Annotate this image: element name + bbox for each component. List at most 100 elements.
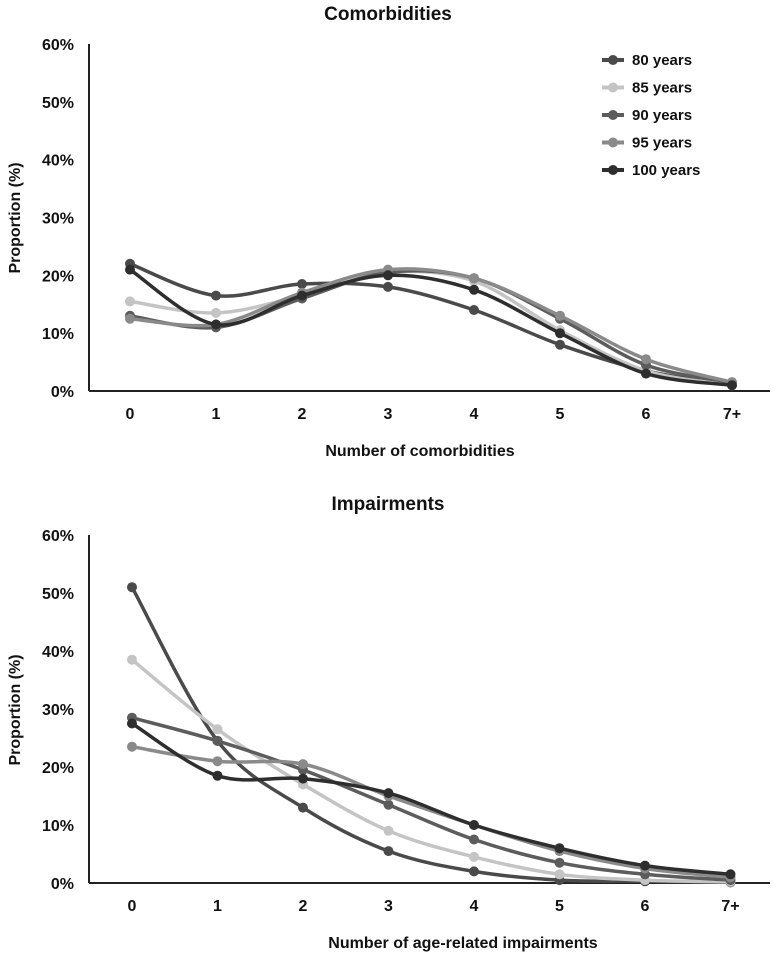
x-tick-label: 1 (213, 898, 222, 915)
data-point (641, 368, 651, 379)
y-tick-labels: 0% 10% 20% 30% 40% 50% 60% (42, 37, 74, 401)
x-tick-label: 7+ (723, 406, 741, 423)
x-tick-labels: 0 1 2 3 4 5 6 7+ (128, 898, 740, 915)
y-tick-label: 30% (42, 702, 74, 719)
data-point (383, 846, 394, 857)
x-tick-label: 0 (126, 406, 135, 423)
data-point (554, 869, 565, 880)
legend: 80 years 85 years 90 years 95 years 100 … (602, 52, 700, 179)
impairments-chart: Impairments Proportion (%) Number of age… (7, 494, 770, 952)
data-point (725, 869, 736, 880)
data-point (469, 820, 479, 830)
y-tick-label: 0% (51, 876, 74, 893)
x-axis-title: Number of comorbidities (325, 443, 514, 460)
legend-label: 100 years (632, 162, 700, 179)
x-tick-label: 2 (298, 406, 307, 423)
legend-swatch-marker (608, 82, 618, 93)
data-point (297, 290, 307, 301)
x-tick-label: 5 (555, 898, 564, 915)
data-point (125, 313, 135, 324)
legend-label: 95 years (632, 135, 692, 152)
series-line (130, 585, 733, 885)
y-tick-labels: 0% 10% 20% 30% 40% 50% 60% (42, 528, 74, 893)
data-point (641, 354, 651, 365)
data-point (127, 582, 137, 593)
data-point (211, 319, 221, 330)
y-tick-label: 40% (42, 153, 74, 170)
data-point (555, 328, 565, 339)
legend-label: 90 years (632, 107, 692, 124)
data-point (469, 305, 479, 315)
x-tick-labels: 0 1 2 3 4 5 6 7+ (126, 406, 742, 423)
y-tick-label: 10% (42, 326, 74, 343)
x-tick-label: 6 (642, 406, 651, 423)
x-tick-label: 2 (299, 898, 308, 915)
data-point (469, 834, 479, 845)
data-point (469, 273, 479, 284)
data-point (211, 307, 221, 318)
data-point (383, 799, 394, 810)
legend-label: 85 years (632, 80, 692, 97)
x-tick-label: 0 (128, 898, 137, 915)
data-point (640, 860, 650, 871)
data-point (383, 281, 393, 292)
data-point (125, 296, 135, 307)
y-tick-label: 10% (42, 818, 74, 835)
data-point (383, 825, 394, 836)
y-tick-label: 60% (42, 528, 74, 545)
x-tick-label: 3 (384, 898, 393, 915)
y-tick-label: 40% (42, 644, 74, 661)
series-line (128, 267, 734, 385)
series-line (130, 715, 733, 882)
data-point (555, 310, 565, 321)
data-point (469, 851, 479, 862)
legend-swatch-marker (608, 137, 618, 148)
x-tick-label: 1 (212, 406, 221, 423)
data-point (297, 279, 307, 289)
data-point (554, 843, 565, 854)
x-axis-title: Number of age-related impairments (328, 935, 598, 952)
y-tick-label: 20% (42, 268, 74, 285)
data-point (383, 270, 393, 281)
data-point (212, 756, 223, 767)
y-axis-title: Proportion (%) (7, 654, 24, 765)
data-point (298, 773, 308, 784)
legend-swatch-marker (608, 110, 618, 120)
plot-area (127, 582, 736, 888)
legend-swatch-marker (608, 55, 618, 65)
data-point (211, 290, 221, 301)
y-tick-label: 60% (42, 37, 74, 54)
legend-swatch-marker (608, 165, 618, 175)
x-tick-label: 4 (470, 898, 479, 915)
data-point (127, 741, 137, 752)
comorbidities-chart: Comorbidities Proportion (%) Number of c… (7, 4, 770, 460)
y-tick-label: 50% (42, 586, 74, 603)
legend-label: 80 years (632, 52, 692, 69)
x-tick-label: 4 (470, 406, 479, 423)
data-point (383, 788, 394, 799)
x-tick-label: 3 (384, 406, 393, 423)
data-point (298, 759, 308, 770)
data-point (127, 718, 137, 729)
data-point (298, 802, 308, 813)
y-tick-label: 20% (42, 760, 74, 777)
chart-title: Comorbidities (324, 4, 452, 25)
data-point (125, 264, 135, 275)
plot-area (125, 258, 737, 391)
data-point (727, 380, 737, 391)
y-tick-label: 0% (51, 384, 74, 401)
y-tick-label: 50% (42, 95, 74, 112)
series-line (130, 744, 733, 879)
x-tick-label: 6 (641, 898, 650, 915)
data-point (554, 857, 565, 868)
data-point (127, 654, 137, 665)
chart-title: Impairments (332, 494, 445, 515)
x-tick-label: 5 (556, 406, 565, 423)
x-tick-label: 7+ (721, 898, 739, 915)
data-point (469, 866, 479, 877)
data-point (469, 284, 479, 295)
data-point (212, 724, 223, 735)
series-line (130, 657, 733, 884)
data-point (212, 735, 223, 746)
